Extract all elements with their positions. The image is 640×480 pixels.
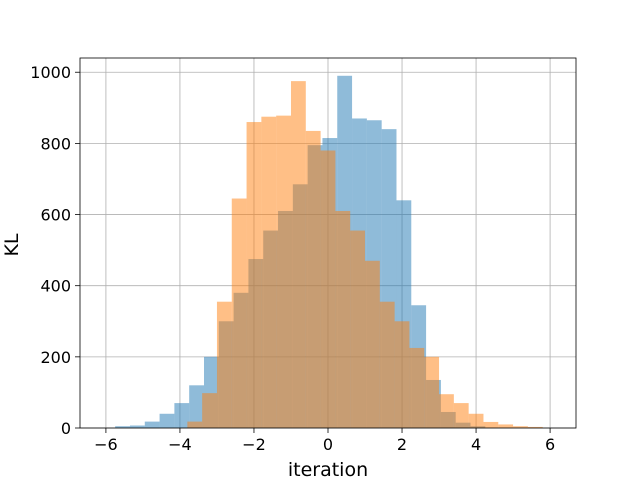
histogram-bars	[115, 75, 543, 429]
y-tick-label: 200	[40, 348, 71, 367]
histogram-bar	[189, 385, 204, 428]
histogram-bar	[468, 413, 484, 428]
x-tick-label: 4	[471, 435, 481, 454]
histogram-bar	[246, 122, 262, 429]
x-axis-label: iteration	[288, 459, 368, 480]
y-axis-label: KL	[1, 233, 23, 256]
histogram-bar	[144, 421, 160, 428]
histogram-bar	[115, 426, 130, 428]
histogram-series-2	[187, 81, 543, 429]
x-tick-label: 6	[545, 435, 555, 454]
histogram-bar	[453, 403, 469, 428]
y-tick-label: 600	[40, 206, 71, 225]
histogram-bar	[394, 321, 410, 428]
histogram-bar	[174, 403, 190, 428]
x-tick-label: 2	[397, 435, 407, 454]
y-tick-label: 1000	[30, 63, 71, 82]
histogram-bar	[261, 116, 277, 429]
histogram-bar	[513, 426, 528, 428]
y-tick-label: 800	[40, 134, 71, 153]
histogram-bar	[202, 393, 217, 428]
histogram-bar	[527, 426, 543, 428]
histogram-bar	[305, 130, 321, 429]
histogram-bar	[365, 260, 380, 428]
x-tick-label: 0	[323, 435, 333, 454]
histogram-bar	[379, 301, 395, 428]
histogram-bar	[424, 356, 440, 428]
x-tick-label: −2	[242, 435, 266, 454]
axis-ticks: −6 −4 −2 0 2 4 6 0 200 400 600 800 1000	[30, 63, 555, 454]
histogram-bar	[159, 413, 175, 428]
histogram-bar	[187, 421, 203, 428]
histogram-bar	[483, 421, 499, 428]
histogram-bar	[439, 394, 454, 428]
histogram-bar	[350, 230, 366, 428]
histogram-bar	[129, 425, 145, 428]
x-tick-label: −4	[168, 435, 192, 454]
histogram-bar	[216, 301, 232, 428]
x-tick-label: −6	[94, 435, 118, 454]
y-tick-label: 400	[40, 277, 71, 296]
y-tick-label: 0	[61, 419, 71, 438]
histogram-bar	[320, 150, 336, 428]
histogram-bar	[290, 81, 306, 428]
histogram-bar	[335, 210, 351, 428]
histogram-bar	[409, 347, 425, 428]
histogram-bar	[231, 198, 247, 428]
histogram-bar	[276, 115, 291, 428]
histogram-bar	[498, 424, 514, 428]
